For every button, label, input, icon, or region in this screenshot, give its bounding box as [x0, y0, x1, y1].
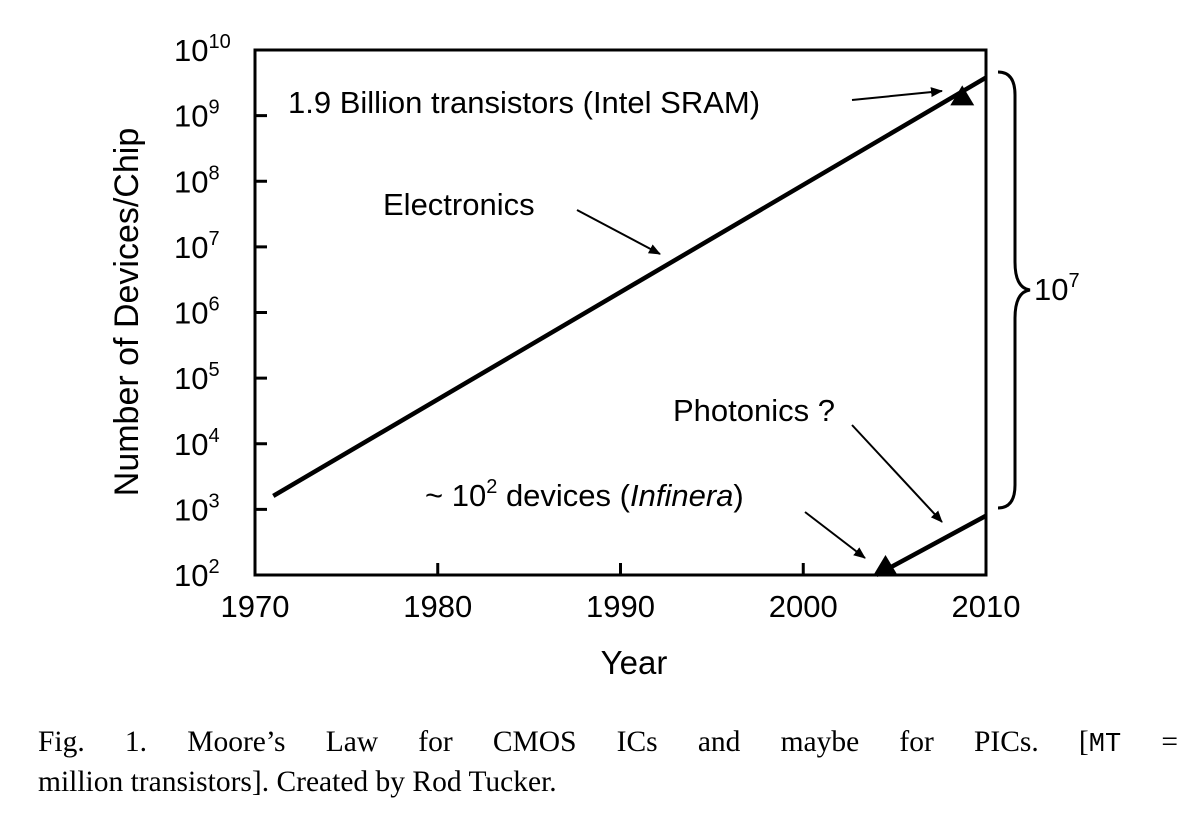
annotation-sram: 1.9 Billion transistors (Intel SRAM) — [288, 85, 760, 120]
x-tick-label: 2010 — [952, 589, 1021, 624]
arrow-photonics — [851, 424, 943, 523]
moores-law-chart: 102 103 104 105 106 107 108 109 1010 1970 1980 199… — [108, 31, 1080, 681]
annotation-infinera: ~ 102 devices (Infinera) — [425, 476, 744, 513]
annotation-photonics: Photonics ? — [673, 393, 835, 428]
x-axis-ticks: 1970 1980 1990 2000 2010 — [221, 563, 1021, 624]
x-tick-label: 1970 — [221, 589, 290, 624]
y-axis-label: Number of Devices/Chip — [108, 128, 146, 496]
figure-caption-line1: Fig. 1. Moore’s Law for CMOS ICs and may… — [38, 726, 1178, 760]
electronics-line — [272, 75, 988, 498]
x-tick-label: 1990 — [586, 589, 655, 624]
brace-label: 107 — [1034, 270, 1080, 307]
y-tick-label: 103 — [174, 490, 220, 527]
y-axis-ticks: 102 103 104 105 106 107 108 109 1010 — [174, 31, 267, 593]
y-tick-label: 105 — [174, 359, 220, 396]
x-tick-label: 2000 — [769, 589, 838, 624]
y-tick-label: 104 — [174, 425, 220, 462]
arrow-sram — [851, 87, 943, 101]
figure-caption-line2: million transistors]. Created by Rod Tuc… — [38, 766, 557, 798]
y-tick-label: 1010 — [174, 31, 231, 68]
x-tick-label: 1980 — [403, 589, 472, 624]
x-axis-label: Year — [601, 644, 668, 681]
y-tick-label: 109 — [174, 97, 220, 134]
annotation-electronics: Electronics — [383, 187, 535, 222]
y-tick-label: 106 — [174, 294, 220, 331]
sram-marker — [950, 85, 975, 106]
range-brace — [997, 70, 1031, 510]
y-tick-label: 107 — [174, 228, 220, 265]
y-tick-label: 102 — [174, 556, 220, 593]
arrow-infinera — [804, 511, 866, 559]
photonics-line — [875, 513, 988, 577]
infinera-marker — [873, 555, 898, 575]
arrow-electronics — [576, 209, 661, 255]
y-tick-label: 108 — [174, 162, 220, 199]
